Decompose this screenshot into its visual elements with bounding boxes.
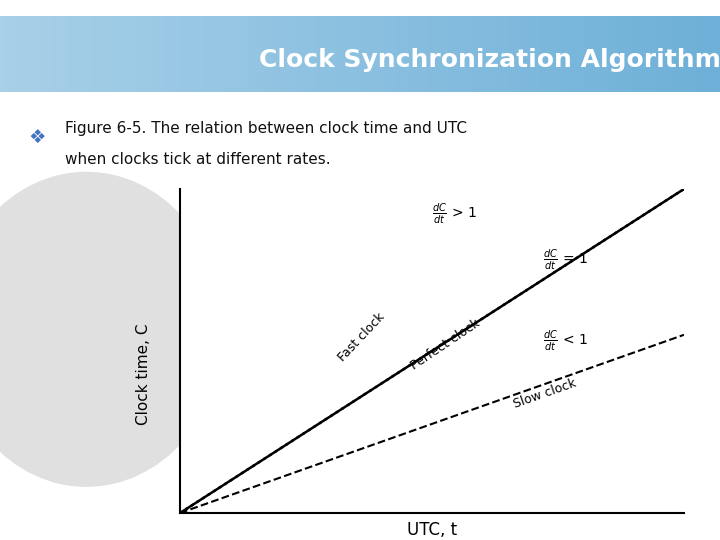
Text: Figure 6-5. The relation between clock time and UTC: Figure 6-5. The relation between clock t… xyxy=(65,121,467,136)
Text: Fast clock: Fast clock xyxy=(336,310,387,363)
Ellipse shape xyxy=(0,172,223,486)
Text: $\frac{dC}{dt}$ = 1: $\frac{dC}{dt}$ = 1 xyxy=(543,247,588,272)
Text: $\frac{dC}{dt}$ > 1: $\frac{dC}{dt}$ > 1 xyxy=(432,202,477,226)
Text: $\frac{dC}{dt}$ < 1: $\frac{dC}{dt}$ < 1 xyxy=(543,328,588,353)
X-axis label: UTC, t: UTC, t xyxy=(407,521,457,539)
Text: when clocks tick at different rates.: when clocks tick at different rates. xyxy=(65,152,330,167)
Text: ❖: ❖ xyxy=(29,127,46,147)
Text: Perfect clock: Perfect clock xyxy=(409,317,482,373)
Text: Clock Synchronization Algorithms: Clock Synchronization Algorithms xyxy=(259,48,720,72)
Text: Slow clock: Slow clock xyxy=(512,377,578,411)
Text: Clock time, C: Clock time, C xyxy=(137,323,151,425)
